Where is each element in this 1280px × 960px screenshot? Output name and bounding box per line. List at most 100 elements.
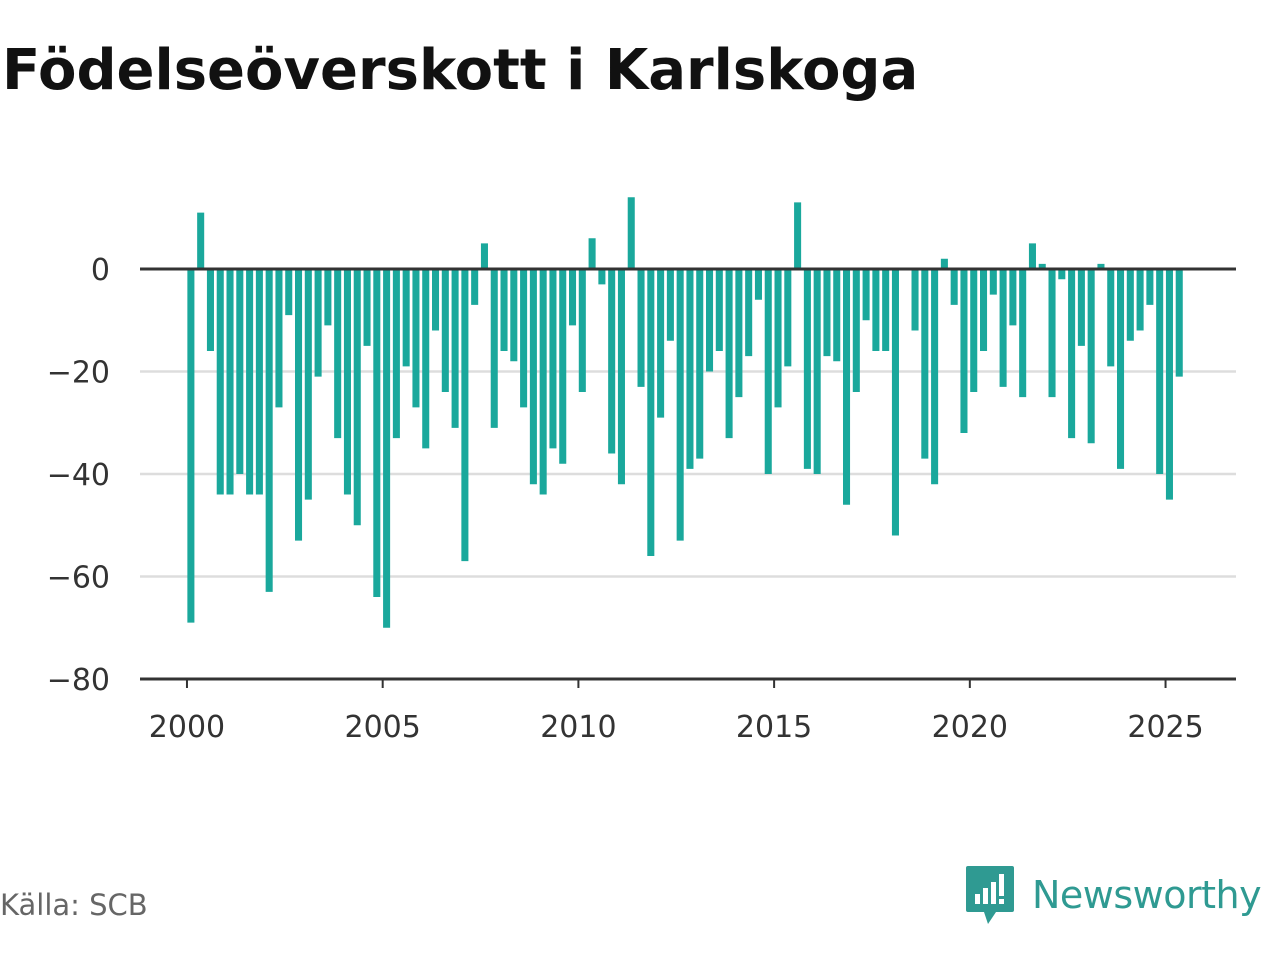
- bar: [1048, 269, 1056, 398]
- bar: [1117, 269, 1125, 469]
- bar: [197, 212, 205, 269]
- bar: [891, 269, 899, 536]
- x-tick-labels: 2000 2005 2010 2015 2020 2025: [149, 710, 1204, 745]
- x-tick-label: 2000: [149, 710, 225, 745]
- newsworthy-logo-icon: [966, 866, 1014, 924]
- bar: [353, 269, 361, 526]
- bar: [627, 197, 635, 269]
- axes: [140, 267, 1236, 688]
- bar: [715, 269, 723, 351]
- bar: [510, 269, 518, 362]
- bar: [754, 269, 762, 300]
- bar: [422, 269, 430, 449]
- y-tick-labels: 0 −20 −40 −60 −80: [47, 253, 110, 698]
- bar: [617, 269, 625, 485]
- bar: [441, 269, 449, 392]
- bar: [872, 269, 880, 351]
- x-tick-label: 2025: [1127, 710, 1203, 745]
- bar: [392, 269, 400, 439]
- bar: [970, 269, 978, 392]
- bar: [206, 269, 214, 351]
- bar: [598, 269, 606, 285]
- bar: [657, 269, 665, 418]
- bar: [950, 269, 958, 305]
- x-tick-label: 2005: [345, 710, 421, 745]
- bar: [980, 269, 988, 351]
- bar: [539, 269, 547, 495]
- bar: [529, 269, 537, 485]
- bar: [1156, 269, 1164, 474]
- bar: [432, 269, 440, 331]
- bar: [1165, 269, 1173, 500]
- bar: [226, 269, 234, 495]
- y-tick-label: 0: [91, 253, 110, 288]
- bar: [246, 269, 254, 495]
- y-tick-label: −60: [47, 561, 110, 596]
- bar: [1175, 269, 1183, 377]
- bar: [1136, 269, 1144, 331]
- y-tick-label: −40: [47, 458, 110, 493]
- bar: [461, 269, 469, 562]
- bar: [559, 269, 567, 464]
- bar: [637, 269, 645, 387]
- x-tick-label: 2020: [932, 710, 1008, 745]
- bar: [931, 269, 939, 485]
- bar: [745, 269, 753, 357]
- bar: [363, 269, 371, 346]
- bar: [490, 269, 498, 428]
- bar: [588, 238, 596, 269]
- x-tick-label: 2015: [736, 710, 812, 745]
- bar: [265, 269, 273, 592]
- brand-logo[interactable]: Newsworthy: [964, 864, 1262, 926]
- bar: [569, 269, 577, 326]
- bar: [216, 269, 224, 495]
- bar: [1146, 269, 1154, 305]
- source-label: Källa: SCB: [0, 888, 148, 922]
- brand-name: Newsworthy: [1032, 873, 1262, 917]
- bar: [686, 269, 694, 469]
- bar: [921, 269, 929, 459]
- bar: [862, 269, 870, 321]
- bar: [803, 269, 811, 469]
- bar: [1058, 269, 1066, 280]
- bar: [187, 269, 195, 623]
- bar: [578, 269, 586, 392]
- bar: [852, 269, 860, 392]
- bar: [549, 269, 557, 449]
- bar: [843, 269, 851, 505]
- bar: [343, 269, 351, 495]
- bar: [383, 269, 391, 628]
- bar: [989, 269, 997, 295]
- bar: [285, 269, 293, 316]
- y-tick-label: −80: [47, 663, 110, 698]
- bar: [608, 269, 616, 454]
- bar: [666, 269, 674, 341]
- bar: [402, 269, 410, 367]
- bar: [1077, 269, 1085, 346]
- y-tick-label: −20: [47, 356, 110, 391]
- bar: [774, 269, 782, 408]
- bar: [882, 269, 890, 351]
- bar: [647, 269, 655, 556]
- bar: [960, 269, 968, 433]
- bar: [304, 269, 312, 500]
- bar: [275, 269, 283, 408]
- chart-title: Födelseöverskott i Karlskoga: [2, 38, 919, 103]
- x-tick-label: 2010: [540, 710, 616, 745]
- bar: [412, 269, 420, 408]
- bar: [1097, 263, 1105, 269]
- bar: [1038, 263, 1046, 269]
- bar: [676, 269, 684, 541]
- bars: [187, 197, 1183, 628]
- bar: [520, 269, 528, 408]
- bar: [833, 269, 841, 362]
- bar: [706, 269, 714, 372]
- bar: [911, 269, 919, 331]
- bar: [1107, 269, 1115, 367]
- bar: [1019, 269, 1027, 398]
- bar: [940, 258, 948, 269]
- bar: [735, 269, 743, 398]
- bar: [823, 269, 831, 357]
- bar: [784, 269, 792, 367]
